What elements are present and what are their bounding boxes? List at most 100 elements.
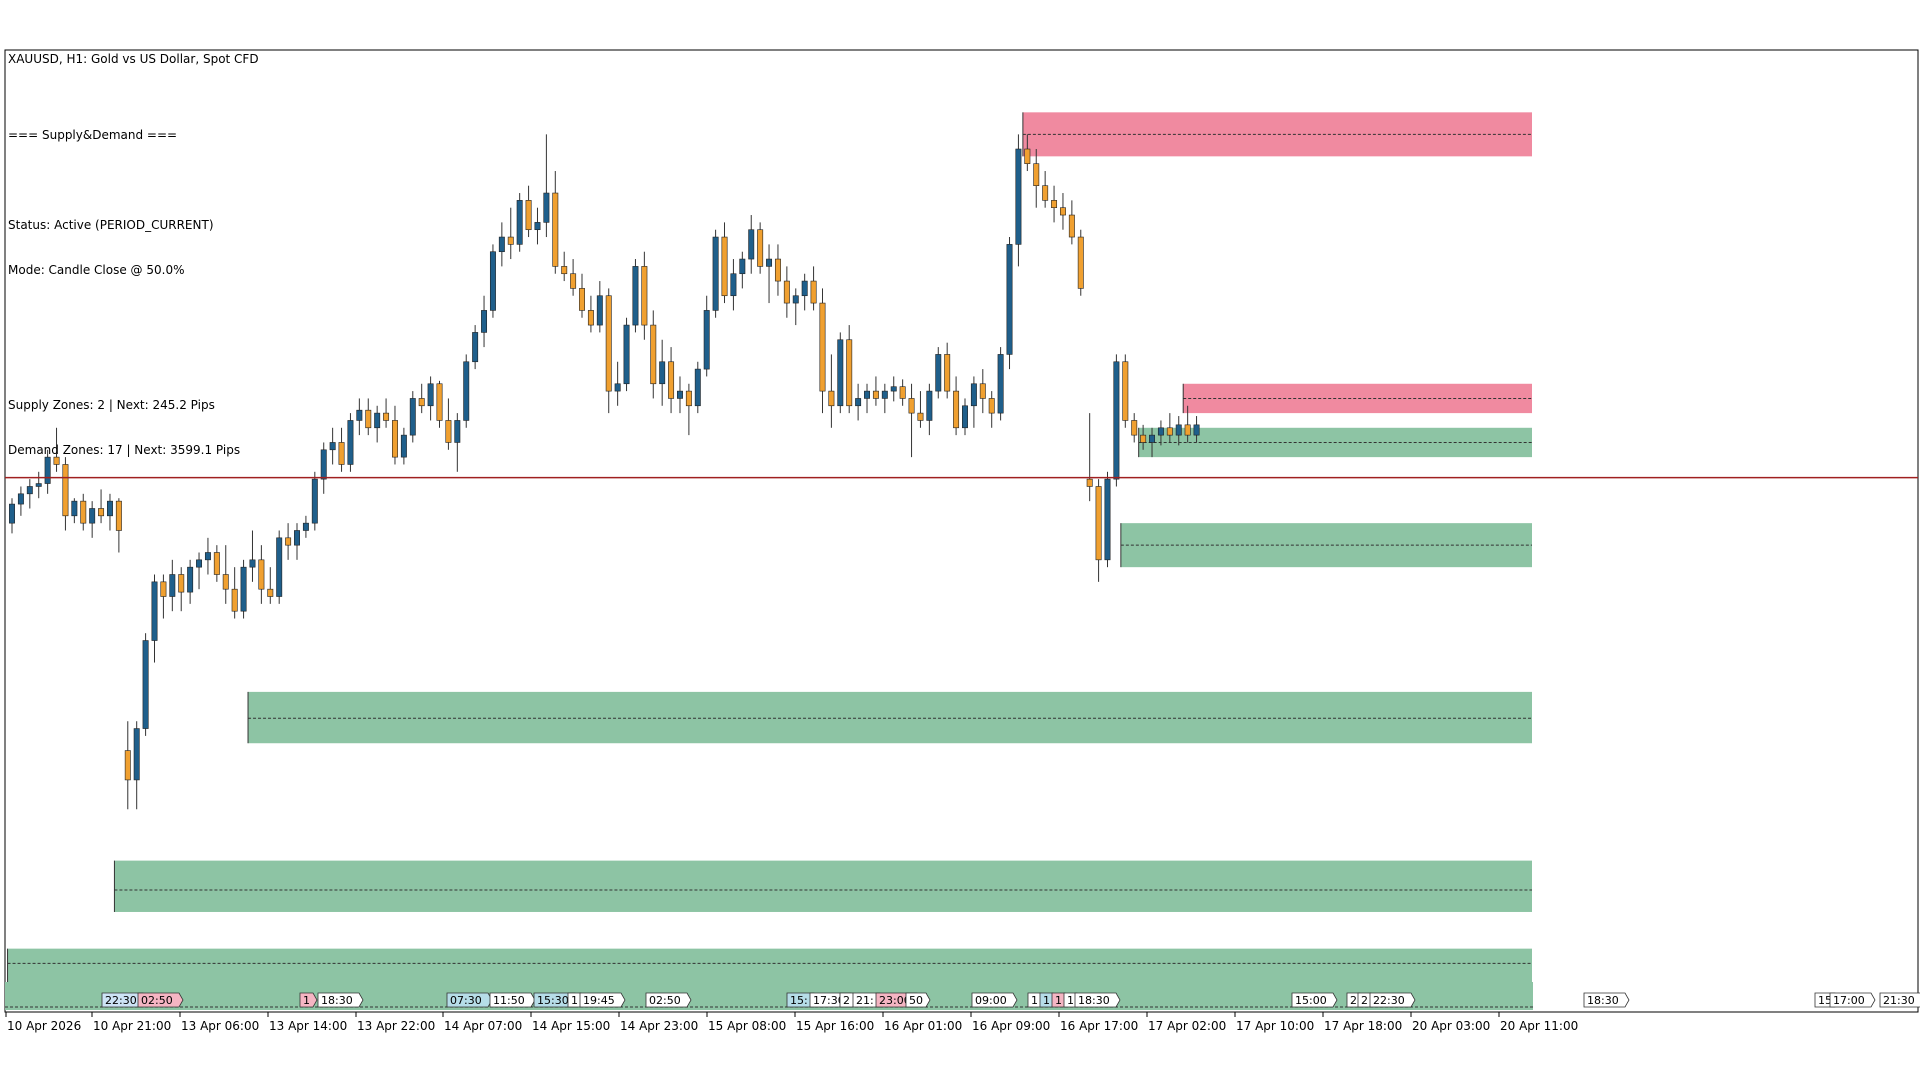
candle: [872, 376, 879, 406]
x-tick-label: 15 Apr 08:00: [708, 1019, 786, 1033]
time-label-text: 2: [1361, 994, 1368, 1007]
candle-body: [561, 266, 568, 275]
time-label-text: 18:30: [1078, 994, 1110, 1007]
candle-body: [970, 383, 977, 407]
candle-body: [169, 574, 176, 597]
candle: [1140, 424, 1147, 450]
candle: [392, 405, 398, 465]
candle: [953, 376, 960, 436]
candle-body: [1131, 420, 1138, 436]
candle-body: [801, 280, 808, 297]
candle-body: [1015, 148, 1022, 245]
time-label: 07:30: [446, 992, 493, 1008]
time-label-text: 18:30: [321, 994, 353, 1007]
candle: [1077, 229, 1084, 296]
candle-body: [792, 295, 799, 304]
candle-body: [267, 588, 274, 597]
time-label-text: 02:50: [141, 994, 173, 1007]
time-label: 22:30: [1369, 992, 1416, 1008]
candle-body: [347, 420, 354, 465]
time-label-tag: [299, 992, 318, 1008]
candle: [828, 354, 835, 428]
candle: [445, 398, 452, 450]
candle: [267, 567, 274, 604]
candle: [1184, 405, 1191, 443]
candle-body: [196, 559, 203, 568]
time-label: 17:00: [1829, 992, 1876, 1008]
candle-body: [187, 566, 194, 593]
candle-body: [721, 236, 728, 297]
candle-body: [543, 192, 550, 223]
time-label-text: 22:30: [105, 994, 137, 1007]
candle-body: [944, 354, 951, 392]
candle-body: [80, 500, 87, 524]
candle-body: [454, 420, 461, 443]
candle-body: [222, 574, 229, 590]
candle-body: [579, 288, 585, 311]
candle: [427, 376, 434, 421]
time-label-text: 1: [1043, 994, 1050, 1007]
candle-body: [62, 464, 69, 517]
candle-body: [1042, 185, 1049, 201]
candle: [1059, 193, 1066, 230]
candle-body: [17, 493, 24, 505]
time-label: 18:30: [1583, 992, 1630, 1008]
candle: [115, 498, 122, 553]
candle: [979, 369, 986, 414]
candle-body: [926, 390, 933, 421]
x-tick-label: 17 Apr 02:00: [1148, 1019, 1226, 1033]
x-tick-label: 17 Apr 10:00: [1236, 1019, 1314, 1033]
candle: [1175, 416, 1182, 446]
candle-body: [623, 324, 630, 385]
candle: [766, 244, 773, 304]
candle-body: [498, 236, 505, 253]
candle: [1113, 354, 1120, 487]
candle: [1033, 149, 1040, 208]
candle-body: [258, 559, 265, 590]
candle-body: [872, 390, 879, 399]
candle-body: [757, 229, 764, 267]
candle-body: [587, 310, 594, 326]
time-label-text: 2: [843, 994, 850, 1007]
time-label-text: 17:00: [1833, 994, 1865, 1007]
candle: [320, 442, 327, 494]
time-label: 15:00: [1291, 992, 1338, 1008]
candle: [534, 207, 541, 245]
candle: [712, 229, 719, 318]
candle: [774, 244, 781, 296]
candle: [757, 222, 764, 274]
candle-body: [864, 390, 870, 399]
candle: [142, 633, 149, 736]
x-tick-label: 20 Apr 03:00: [1412, 1019, 1490, 1033]
candle-body: [294, 530, 300, 546]
candle-body: [694, 368, 701, 407]
candle: [436, 380, 443, 428]
candle: [846, 325, 853, 414]
time-label-tag: [317, 992, 364, 1008]
demand-zone-4: [248, 691, 1532, 744]
candle-body: [632, 266, 639, 326]
candle: [864, 383, 870, 414]
candle: [133, 721, 140, 810]
candle-body: [1184, 424, 1191, 436]
candle-body: [899, 386, 906, 399]
candle-body: [1193, 424, 1200, 436]
x-tick-label: 10 Apr 2026: [7, 1019, 81, 1033]
x-tick-label: 16 Apr 01:00: [884, 1019, 962, 1033]
candle-body: [472, 332, 479, 363]
candle: [329, 427, 336, 465]
time-label: 22:30: [101, 992, 148, 1008]
timestamps-layer: 22:30 02:50 1 18:30 07:30 11:50 15:30 1 19:45 02:…: [5, 982, 1920, 1010]
time-label-text: 1: [1031, 994, 1038, 1007]
candle-body: [427, 383, 434, 407]
candle: [1086, 413, 1093, 502]
demand-zone-5: [114, 860, 1533, 912]
candle: [89, 501, 96, 538]
candle: [80, 493, 87, 531]
candle: [587, 295, 594, 333]
candle-body: [1059, 207, 1066, 216]
candle-body: [213, 552, 220, 575]
candle: [374, 405, 381, 443]
